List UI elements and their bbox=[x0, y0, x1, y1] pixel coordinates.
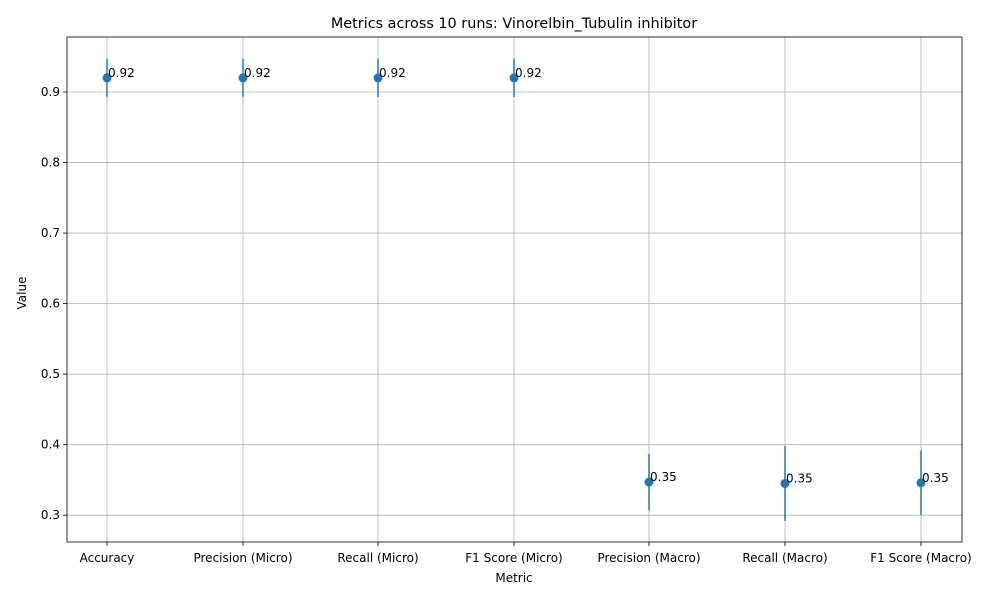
y-tick-label: 0.4 bbox=[41, 438, 60, 452]
y-tick-label: 0.6 bbox=[41, 297, 60, 311]
x-tick-label: Recall (Macro) bbox=[742, 551, 827, 565]
y-tick-label: 0.3 bbox=[41, 508, 60, 522]
y-tick-label: 0.9 bbox=[41, 85, 60, 99]
data-point bbox=[509, 73, 519, 83]
data-point bbox=[102, 73, 112, 83]
data-label: 0.92 bbox=[379, 66, 406, 80]
y-axis-label: Value bbox=[15, 277, 29, 310]
data-label: 0.35 bbox=[786, 471, 813, 485]
chart-title: Metrics across 10 runs: Vinorelbin_Tubul… bbox=[331, 16, 697, 32]
data-label: 0.92 bbox=[515, 66, 542, 80]
x-axis-label: Metric bbox=[495, 571, 532, 585]
data-label: 0.92 bbox=[108, 66, 135, 80]
plot-frame bbox=[66, 36, 963, 543]
x-tick-label: Accuracy bbox=[80, 551, 135, 565]
x-tick-label: F1 Score (Macro) bbox=[870, 551, 971, 565]
axis-layer: Accuracy Precision (Micro) Recall (Micro) F… bbox=[41, 36, 972, 565]
y-tick-label: 0.5 bbox=[41, 367, 60, 381]
data-point bbox=[780, 478, 790, 488]
grid-layer bbox=[67, 37, 962, 542]
x-tick-label: Precision (Macro) bbox=[597, 551, 700, 565]
y-tick-label: 0.8 bbox=[41, 156, 60, 170]
y-tick-label: 0.7 bbox=[41, 226, 60, 240]
data-point bbox=[644, 477, 654, 487]
data-point bbox=[916, 478, 926, 488]
x-tick-label: Recall (Micro) bbox=[337, 551, 418, 565]
data-point bbox=[238, 73, 248, 83]
mark-layer: 0.92 0.92 0.92 0.92 0.35 0.35 0.35 bbox=[102, 58, 949, 521]
data-label: 0.35 bbox=[650, 470, 677, 484]
x-tick-label: Precision (Micro) bbox=[193, 551, 292, 565]
data-label: 0.92 bbox=[244, 66, 271, 80]
data-label: 0.35 bbox=[922, 471, 949, 485]
data-point bbox=[373, 73, 383, 83]
x-tick-label: F1 Score (Micro) bbox=[465, 551, 562, 565]
